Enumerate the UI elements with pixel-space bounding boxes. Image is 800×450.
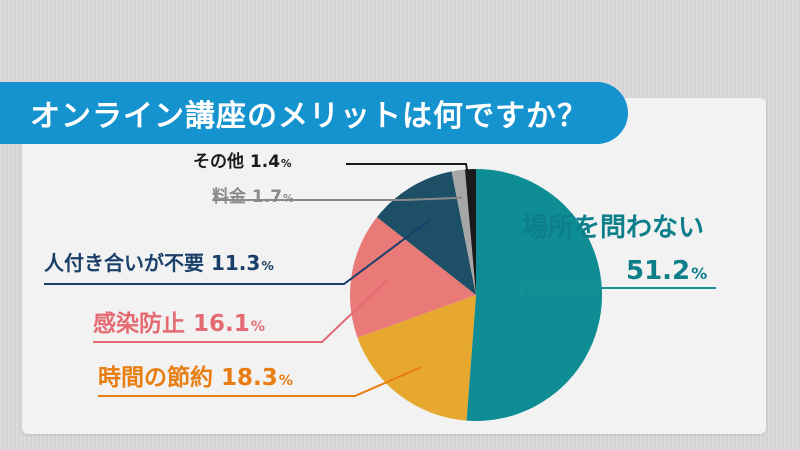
pie-slice-social bbox=[376, 171, 476, 295]
pie-slices bbox=[350, 169, 602, 421]
label-fee-value: 1.7 bbox=[251, 187, 283, 207]
label-infection-value: 16.1 bbox=[193, 311, 250, 337]
chart-title: オンライン講座のメリットは何ですか？ bbox=[30, 99, 588, 134]
label-time-unit: % bbox=[278, 373, 294, 389]
label-other: その他 1.4% bbox=[193, 154, 292, 171]
label-other-name: その他 bbox=[193, 152, 244, 172]
label-time-value: 18.3 bbox=[221, 365, 278, 391]
leader-line-other bbox=[346, 163, 473, 195]
leader-line-fee bbox=[214, 196, 463, 201]
label-place-value: 51.2 bbox=[626, 256, 691, 286]
leader-lines bbox=[44, 163, 716, 397]
leader-line-place bbox=[519, 287, 716, 297]
label-infection: 感染防止 16.1% bbox=[93, 313, 265, 336]
label-infection-name: 感染防止 bbox=[93, 311, 185, 337]
label-social-name: 人付き合いが不要 bbox=[44, 251, 204, 275]
leader-line-social bbox=[44, 218, 431, 285]
label-infection-unit: % bbox=[250, 319, 266, 335]
label-time-name: 時間の節約 bbox=[98, 365, 213, 391]
label-fee-name: 料金 bbox=[212, 187, 246, 207]
pie-slice-time bbox=[357, 295, 476, 421]
label-time: 時間の節約 18.3% bbox=[98, 367, 293, 390]
leader-line-time bbox=[98, 366, 422, 397]
label-other-value: 1.4 bbox=[249, 152, 281, 172]
label-place-pct: 51.2% bbox=[626, 258, 707, 284]
pie-slice-fee bbox=[451, 169, 476, 295]
title-banner: オンライン講座のメリットは何ですか？ bbox=[0, 82, 628, 144]
leader-line-infection bbox=[93, 279, 388, 343]
label-social-unit: % bbox=[261, 258, 274, 273]
label-place-unit: % bbox=[691, 264, 708, 283]
label-fee: 料金 1.7% bbox=[212, 189, 294, 206]
pie-slice-other bbox=[464, 169, 476, 295]
pie-slice-place bbox=[466, 169, 602, 421]
pie-slice-infect bbox=[350, 217, 476, 338]
label-social: 人付き合いが不要 11.3% bbox=[44, 253, 274, 273]
label-other-unit: % bbox=[281, 158, 292, 170]
label-place-name: 場所を問わない bbox=[522, 213, 705, 243]
label-fee-unit: % bbox=[283, 193, 294, 205]
label-social-value: 11.3 bbox=[210, 251, 261, 275]
